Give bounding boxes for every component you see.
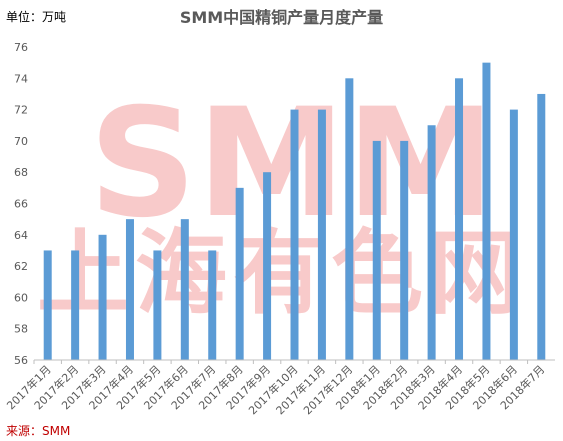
chart-title: SMM中国精铜产量月度产量	[179, 8, 384, 27]
watermark: SMM 上海有色网	[37, 77, 527, 327]
y-tick-label: 72	[14, 104, 28, 117]
bar	[125, 219, 134, 360]
bar	[43, 250, 52, 360]
y-tick-label: 60	[14, 291, 28, 304]
bar	[509, 109, 518, 360]
bar	[345, 78, 354, 361]
bar	[153, 250, 162, 360]
bar	[427, 125, 436, 360]
bar	[208, 250, 217, 360]
y-tick-label: 66	[14, 198, 28, 211]
bar	[180, 219, 189, 360]
y-axis: 56 58 60 62 64 66 68 70 72 74 76	[14, 41, 28, 367]
bar	[263, 172, 272, 360]
bar	[71, 250, 80, 360]
x-axis: 2017年1月2017年2月2017年3月2017年4月2017年5月2017年…	[4, 359, 555, 417]
y-tick-label: 70	[14, 135, 28, 148]
watermark-cjk-text: 上海有色网	[37, 220, 527, 327]
y-tick-label: 68	[14, 166, 28, 179]
bar	[455, 78, 464, 361]
y-tick-label: 74	[14, 72, 28, 85]
unit-label: 单位：万吨	[6, 10, 67, 24]
y-tick-label: 58	[14, 323, 28, 336]
bar	[400, 140, 409, 360]
bar	[290, 109, 299, 360]
y-tick-label: 56	[14, 354, 28, 367]
bar	[317, 109, 326, 360]
bar	[482, 62, 491, 361]
y-tick-label: 64	[14, 229, 28, 242]
source-label: 来源：SMM	[6, 424, 71, 438]
bar	[372, 140, 381, 360]
bar	[537, 93, 546, 360]
bar	[98, 234, 107, 360]
y-tick-label: 76	[14, 41, 28, 54]
bars	[43, 62, 546, 361]
y-tick-label: 62	[14, 260, 28, 273]
bar	[235, 187, 244, 360]
